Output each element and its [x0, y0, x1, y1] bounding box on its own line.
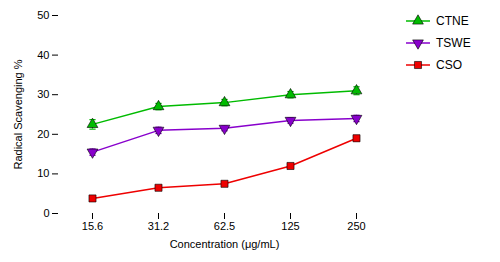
svg-text:125: 125 [281, 220, 299, 232]
svg-text:31.2: 31.2 [148, 220, 169, 232]
svg-text:50: 50 [37, 9, 49, 21]
html-text:CTNE: CTNE [436, 14, 469, 28]
svg-text:Concentration (μg/mL): Concentration (μg/mL) [170, 238, 280, 250]
svg-text:Radical Scavenging %: Radical Scavenging % [12, 59, 24, 169]
svg-text:10: 10 [37, 167, 49, 179]
svg-text:250: 250 [347, 220, 365, 232]
svg-text:62.5: 62.5 [214, 220, 235, 232]
svg-text:40: 40 [37, 49, 49, 61]
svg-text:30: 30 [37, 88, 49, 100]
html-text:TSWE: TSWE [436, 36, 471, 50]
html-text:CSO: CSO [436, 58, 462, 72]
svg-text:0: 0 [43, 207, 49, 219]
svg-text:15.6: 15.6 [82, 220, 103, 232]
svg-text:20: 20 [37, 128, 49, 140]
